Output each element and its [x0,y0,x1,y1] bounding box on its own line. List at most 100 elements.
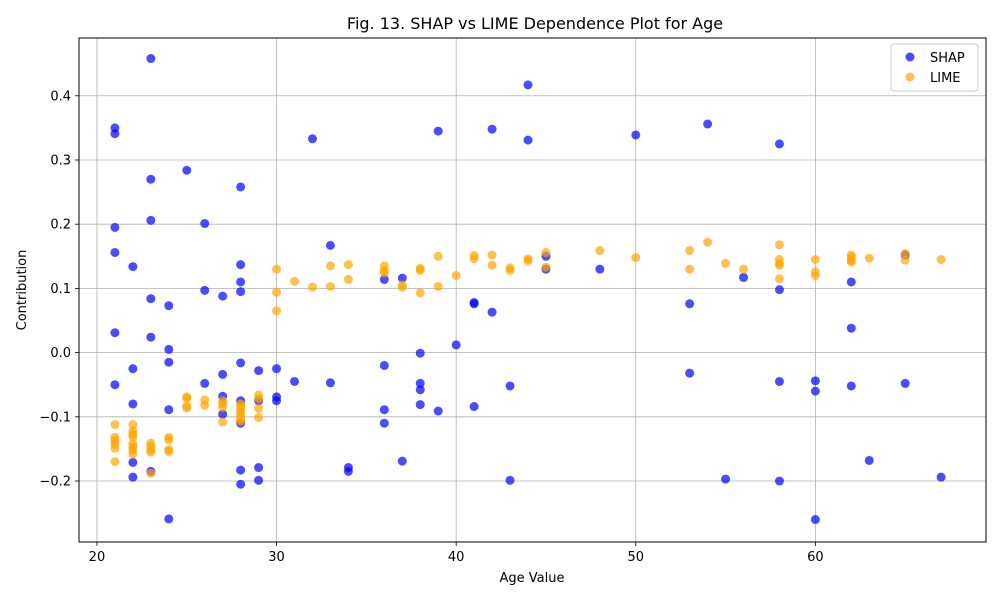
point-lime [433,251,443,261]
data-points [110,54,946,525]
point-lime [505,265,515,275]
y-tick-label: 0.3 [50,153,71,168]
point-shap [685,299,695,309]
point-lime [864,253,874,263]
point-shap [810,376,820,386]
point-lime [810,255,820,265]
point-shap [128,457,138,467]
point-shap [379,418,389,428]
point-lime [685,246,695,256]
point-lime [128,449,138,459]
point-lime [595,246,605,256]
point-lime [451,271,461,281]
point-shap [218,409,228,419]
point-shap [218,291,228,301]
point-lime [703,237,713,247]
point-lime [218,417,228,427]
point-shap [110,328,120,338]
point-lime [325,281,335,291]
point-shap [146,54,156,64]
point-lime [343,260,353,270]
point-shap [307,134,317,144]
point-lime [721,258,731,268]
point-lime [307,282,317,292]
point-lime [272,264,282,274]
grid [79,38,986,542]
point-lime [146,447,156,457]
point-shap [164,514,174,524]
point-lime [774,260,784,270]
point-lime [110,457,120,467]
y-tick-label: −0.1 [39,410,71,425]
point-lime [469,254,479,264]
point-shap [739,272,749,282]
point-shap [325,378,335,388]
point-shap [631,130,641,140]
point-shap [505,381,515,391]
point-lime [272,306,282,316]
point-lime [433,281,443,291]
point-lime [110,443,120,453]
point-shap [110,247,120,257]
point-shap [685,368,695,378]
point-shap [128,364,138,374]
point-lime [523,256,533,266]
point-shap [218,369,228,379]
legend-label-shap: SHAP [930,51,965,66]
point-lime [200,400,210,410]
x-axis-label: Age Value [500,571,565,586]
point-shap [936,472,946,482]
point-lime [900,255,910,265]
x-tick-label: 50 [627,550,644,565]
point-lime [254,412,264,422]
point-lime [218,402,228,412]
point-shap [415,385,425,395]
point-shap [236,358,246,368]
point-shap [236,479,246,489]
point-shap [128,262,138,272]
point-shap [236,465,246,475]
point-shap [379,405,389,415]
point-shap [200,285,210,295]
point-shap [864,455,874,465]
point-shap [703,119,713,129]
point-shap [272,364,282,374]
point-lime [739,264,749,274]
point-shap [846,277,856,287]
point-shap [774,376,784,386]
point-shap [415,348,425,358]
point-lime [397,282,407,292]
point-lime [128,420,138,430]
point-lime [415,265,425,275]
point-lime [541,262,551,272]
point-shap [469,299,479,309]
point-shap [146,332,156,342]
point-shap [721,474,731,484]
point-shap [523,80,533,90]
point-shap [397,273,407,283]
point-shap [505,475,515,485]
point-shap [810,515,820,525]
point-shap [110,380,120,390]
point-shap [774,285,784,295]
point-shap [254,475,264,485]
point-shap [200,219,210,229]
point-lime [236,416,246,426]
point-shap [846,323,856,333]
point-shap [146,215,156,225]
point-shap [846,381,856,391]
point-shap [469,402,479,412]
point-shap [810,386,820,396]
point-shap [487,307,497,317]
chart-title: Fig. 13. SHAP vs LIME Dependence Plot fo… [347,14,723,33]
point-lime [810,271,820,281]
axis-ticks: 20 30 40 50 60 −0.2 −0.1 0.0 0.1 0.2 0.3 0.4 [39,89,823,565]
point-shap [164,301,174,311]
point-shap [128,472,138,482]
point-lime [487,260,497,270]
y-tick-label: −0.2 [39,475,71,490]
point-shap [774,139,784,149]
point-shap [164,357,174,367]
